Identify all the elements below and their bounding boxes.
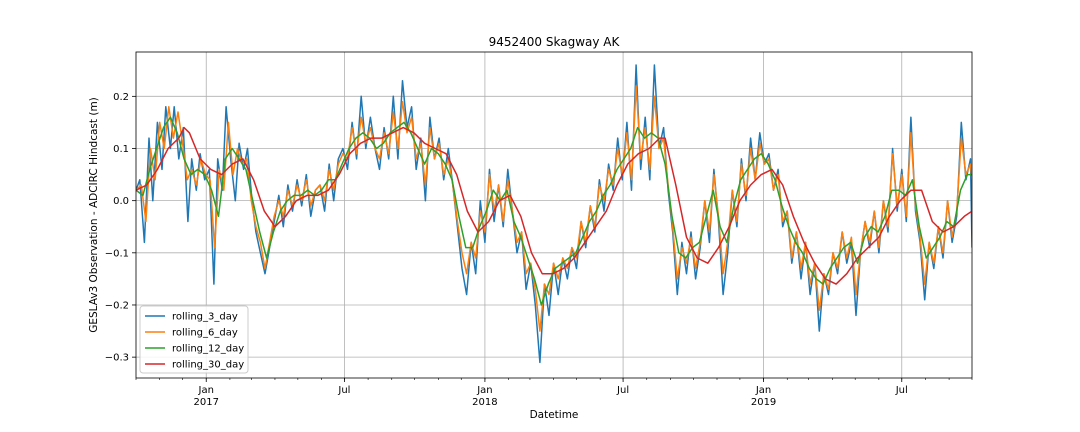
- y-tick-label: 0.2: [113, 92, 129, 103]
- x-tick-year-label: 2018: [472, 397, 497, 408]
- series-line-rolling_12_day: [136, 116, 972, 306]
- plot-area: [136, 64, 972, 364]
- x-tick-label: Jan: [755, 385, 771, 396]
- x-axis-label: Datetime: [530, 409, 579, 421]
- y-tick-label: −0.2: [105, 300, 129, 311]
- legend-box: [139, 305, 249, 374]
- series-line-rolling_3_day: [136, 64, 972, 364]
- x-tick-label: Jul: [895, 385, 908, 396]
- legend-label-rolling_3_day: rolling_3_day: [172, 312, 238, 323]
- x-tick-label: Jul: [337, 385, 350, 396]
- y-tick-label: −0.3: [105, 353, 129, 364]
- series-line-rolling_6_day: [136, 85, 972, 332]
- y-tick-label: 0.0: [113, 196, 129, 207]
- y-tick-label: 0.1: [113, 144, 129, 155]
- y-axis-ticks: −0.3 −0.2 −0.1 0.0 0.1 0.2: [105, 92, 136, 364]
- legend-label-rolling_30_day: rolling_30_day: [172, 360, 244, 371]
- series-line-rolling_30_day: [136, 126, 972, 285]
- y-tick-label: −0.1: [105, 248, 129, 259]
- x-tick-label: Jan: [198, 385, 214, 396]
- grid: [136, 52, 972, 378]
- x-tick-label: Jul: [616, 385, 629, 396]
- x-tick-year-label: 2019: [751, 397, 776, 408]
- legend-label-rolling_6_day: rolling_6_day: [172, 328, 238, 339]
- x-tick-year-label: 2017: [194, 397, 219, 408]
- legend: rolling_3_day rolling_6_day rolling_12_day…: [139, 305, 249, 374]
- series-lines: [136, 64, 972, 364]
- axes-frame: [135, 51, 973, 379]
- chart-title: 9452400 Skagway AK: [489, 35, 621, 49]
- x-tick-label: Jan: [476, 385, 492, 396]
- y-axis-label: GESLAv3 Observation - ADCIRC Hindcast (m…: [88, 97, 100, 333]
- legend-label-rolling_12_day: rolling_12_day: [172, 344, 244, 355]
